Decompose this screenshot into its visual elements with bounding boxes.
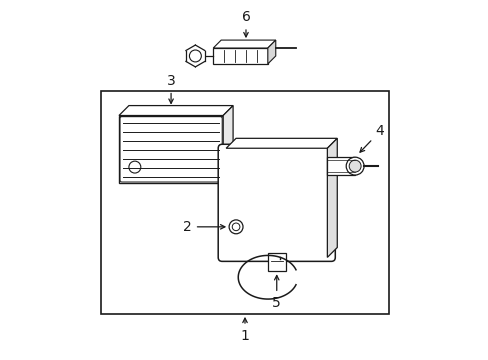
Text: 5: 5 xyxy=(272,275,281,310)
Circle shape xyxy=(232,223,240,231)
Text: 3: 3 xyxy=(166,74,175,103)
Circle shape xyxy=(229,220,243,234)
Circle shape xyxy=(189,50,201,62)
Circle shape xyxy=(129,161,141,173)
Polygon shape xyxy=(326,138,337,257)
Polygon shape xyxy=(225,138,337,148)
Text: 2: 2 xyxy=(183,220,224,234)
Bar xyxy=(267,253,285,271)
Text: 6: 6 xyxy=(241,10,250,37)
Bar xyxy=(101,91,388,314)
Text: 4: 4 xyxy=(359,124,384,152)
Circle shape xyxy=(346,157,364,175)
Polygon shape xyxy=(119,105,233,116)
Bar xyxy=(213,48,267,64)
Bar xyxy=(326,157,354,175)
FancyBboxPatch shape xyxy=(218,144,335,261)
Polygon shape xyxy=(267,40,275,64)
Circle shape xyxy=(348,160,360,172)
Bar xyxy=(119,116,223,183)
Polygon shape xyxy=(213,40,275,48)
Text: 1: 1 xyxy=(240,318,249,343)
Polygon shape xyxy=(223,105,233,183)
